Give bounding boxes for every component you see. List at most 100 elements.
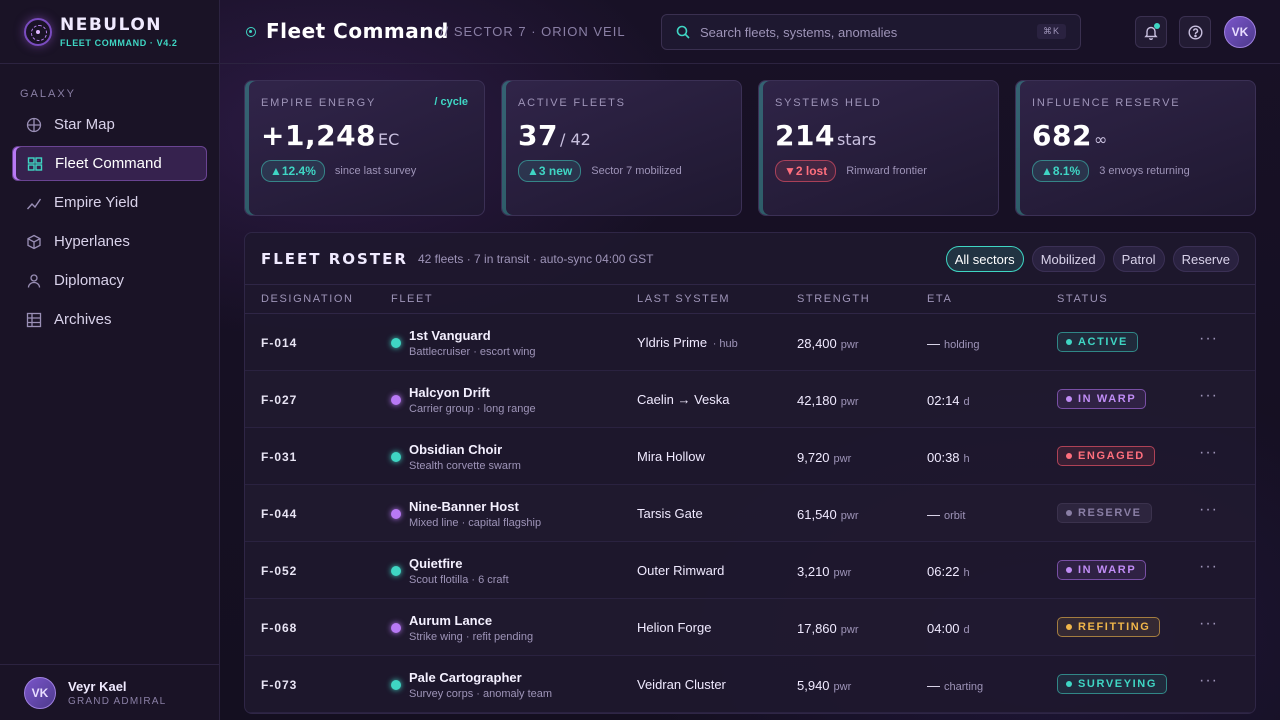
stat-label: EMPIRE ENERGY xyxy=(261,97,377,109)
column-strength[interactable]: STRENGTH xyxy=(797,293,871,305)
stat-card-systems-held[interactable]: SYSTEMS HELD 214 stars ▼2 lost Rimward fr… xyxy=(758,80,999,216)
status-badge: IN WARP xyxy=(1057,389,1147,409)
header-avatar[interactable]: VK xyxy=(1224,16,1256,48)
table-row[interactable]: F-073 Pale Cartographer Survey corps · ano… xyxy=(245,656,1255,713)
sidebar-item-label: Diplomacy xyxy=(54,272,125,289)
more-options-icon[interactable]: ··· xyxy=(1199,387,1218,404)
filter-patrol[interactable]: Patrol xyxy=(1112,246,1165,272)
column-eta[interactable]: ETA xyxy=(927,293,953,305)
table-row[interactable]: F-027 Halcyon Drift Carrier group · long r… xyxy=(245,371,1255,428)
sidebar-item-label: Empire Yield xyxy=(54,194,139,211)
sidebar-item-fleet-command[interactable]: Fleet Command xyxy=(12,146,207,181)
stat-number: 214 xyxy=(775,119,835,152)
user-card[interactable]: VK Veyr Kael GRAND ADMIRAL xyxy=(0,664,220,720)
stat-delta: ▲3 new xyxy=(518,160,582,182)
filter-reserve[interactable]: Reserve xyxy=(1172,246,1239,272)
filter-all-sectors[interactable]: All sectors xyxy=(945,246,1024,272)
last-system: Outer Rimward xyxy=(637,563,726,578)
stat-delta: ▼2 lost xyxy=(775,160,837,182)
column-fleet[interactable]: FLEET xyxy=(391,293,434,305)
strength-value: 9,720 xyxy=(797,450,830,465)
column-designation[interactable]: DESIGNATION xyxy=(261,293,354,305)
strength-value: 61,540 xyxy=(797,507,837,522)
fleet-name[interactable]: Nine-Banner Host xyxy=(409,499,519,514)
fleet-faction-dot xyxy=(391,623,401,633)
system-name: Veidran Cluster xyxy=(637,677,726,692)
stat-tag: / cycle xyxy=(434,96,468,108)
fleet-strength: 9,720 pwr xyxy=(797,450,851,465)
fleet-composition: Carrier group · long range xyxy=(409,403,536,415)
table-body: F-014 1st Vanguard Battlecruiser · escort … xyxy=(245,314,1255,713)
more-options-icon[interactable]: ··· xyxy=(1199,330,1218,347)
help-button[interactable] xyxy=(1179,16,1211,48)
fleet-name[interactable]: Obsidian Choir xyxy=(409,442,503,457)
fleet-faction-dot xyxy=(391,452,401,462)
fleet-eta: — holding xyxy=(927,336,979,351)
system-name: Tarsis Gate xyxy=(637,506,703,521)
sidebar-item-diplomacy[interactable]: Diplomacy xyxy=(12,263,207,298)
fleet-name[interactable]: Aurum Lance xyxy=(409,613,493,628)
column-last-system[interactable]: LAST SYSTEM xyxy=(637,293,731,305)
fleet-eta: — orbit xyxy=(927,507,965,522)
strength-unit: pwr xyxy=(840,396,859,408)
eta-value: — xyxy=(927,507,940,522)
more-options-icon[interactable]: ··· xyxy=(1199,444,1218,461)
stat-card-influence-reserve[interactable]: INFLUENCE RESERVE 682 ∞ ▲8.1% 3 envoys re… xyxy=(1015,80,1256,216)
stat-unit: stars xyxy=(836,130,877,149)
fleet-composition: Survey corps · anomaly team xyxy=(409,688,553,700)
stat-card-empire-energy[interactable]: EMPIRE ENERGY / cycle +1,248 EC ▲12.4% si… xyxy=(244,80,485,216)
eta-unit: holding xyxy=(944,339,980,351)
fleet-strength: 61,540 pwr xyxy=(797,507,859,522)
sidebar-item-hyperlanes[interactable]: Hyperlanes xyxy=(12,224,207,259)
stat-card-active-fleets[interactable]: ACTIVE FLEETS 37/ 42 ▲3 new Sector 7 mob… xyxy=(501,80,742,216)
system-tag: · hub xyxy=(712,338,738,350)
person-icon xyxy=(26,273,42,289)
fleet-designation: F-014 xyxy=(261,336,298,350)
fleet-faction-dot xyxy=(391,509,401,519)
table-row[interactable]: F-014 1st Vanguard Battlecruiser · escort … xyxy=(245,314,1255,371)
fleet-designation: F-027 xyxy=(261,393,298,407)
more-options-icon[interactable]: ··· xyxy=(1199,672,1218,689)
sidebar-item-label: Archives xyxy=(54,311,112,328)
notification-badge xyxy=(1154,23,1160,29)
table-row[interactable]: F-052 Quietfire Scout flotilla · 6 craft Ou… xyxy=(245,542,1255,599)
search-input[interactable] xyxy=(700,24,1030,40)
stat-label: SYSTEMS HELD xyxy=(775,97,882,109)
table-row[interactable]: F-031 Obsidian Choir Stealth corvette swar… xyxy=(245,428,1255,485)
strength-value: 42,180 xyxy=(797,393,837,408)
sidebar-item-archives[interactable]: Archives xyxy=(12,302,207,337)
eta-unit: charting xyxy=(944,681,984,693)
more-options-icon[interactable]: ··· xyxy=(1199,501,1218,518)
stat-label: ACTIVE FLEETS xyxy=(518,97,626,109)
eta-value: — xyxy=(927,678,940,693)
filter-mobilized[interactable]: Mobilized xyxy=(1031,246,1105,272)
eta-unit: h xyxy=(963,567,970,579)
system-name: Outer Rimward xyxy=(637,563,725,578)
fleet-name[interactable]: Pale Cartographer xyxy=(409,670,522,685)
fleet-eta: 02:14 d xyxy=(927,393,970,408)
search-bar[interactable]: ⌘K xyxy=(661,14,1081,50)
fleet-name[interactable]: Quietfire xyxy=(409,556,463,571)
fleet-name[interactable]: 1st Vanguard xyxy=(409,328,491,343)
table-row[interactable]: F-044 Nine-Banner Host Mixed line · capita… xyxy=(245,485,1255,542)
column-status[interactable]: STATUS xyxy=(1057,293,1109,305)
bell-icon xyxy=(1144,25,1158,40)
table-header: DESIGNATION FLEET LAST SYSTEM STRENGTH E… xyxy=(245,285,1255,314)
fleet-name[interactable]: Halcyon Drift xyxy=(409,385,490,400)
grid-icon xyxy=(27,156,43,172)
brand[interactable]: NEBULON FLEET COMMAND · V4.2 xyxy=(0,0,219,64)
fleet-strength: 28,400 pwr xyxy=(797,336,859,351)
status-badge: SURVEYING xyxy=(1057,674,1167,694)
strength-unit: pwr xyxy=(840,510,859,522)
notifications-button[interactable] xyxy=(1135,16,1167,48)
fleet-composition: Stealth corvette swarm xyxy=(409,460,521,472)
strength-unit: pwr xyxy=(833,681,852,693)
status-badge: ACTIVE xyxy=(1057,332,1138,352)
table-row[interactable]: F-068 Aurum Lance Strike wing · refit pend… xyxy=(245,599,1255,656)
sidebar-item-star-map[interactable]: Star Map xyxy=(12,107,207,142)
eta-unit: orbit xyxy=(944,510,966,522)
more-options-icon[interactable]: ··· xyxy=(1199,615,1218,632)
more-options-icon[interactable]: ··· xyxy=(1199,558,1218,575)
fleet-designation: F-073 xyxy=(261,678,298,692)
sidebar-item-empire-yield[interactable]: Empire Yield xyxy=(12,185,207,220)
